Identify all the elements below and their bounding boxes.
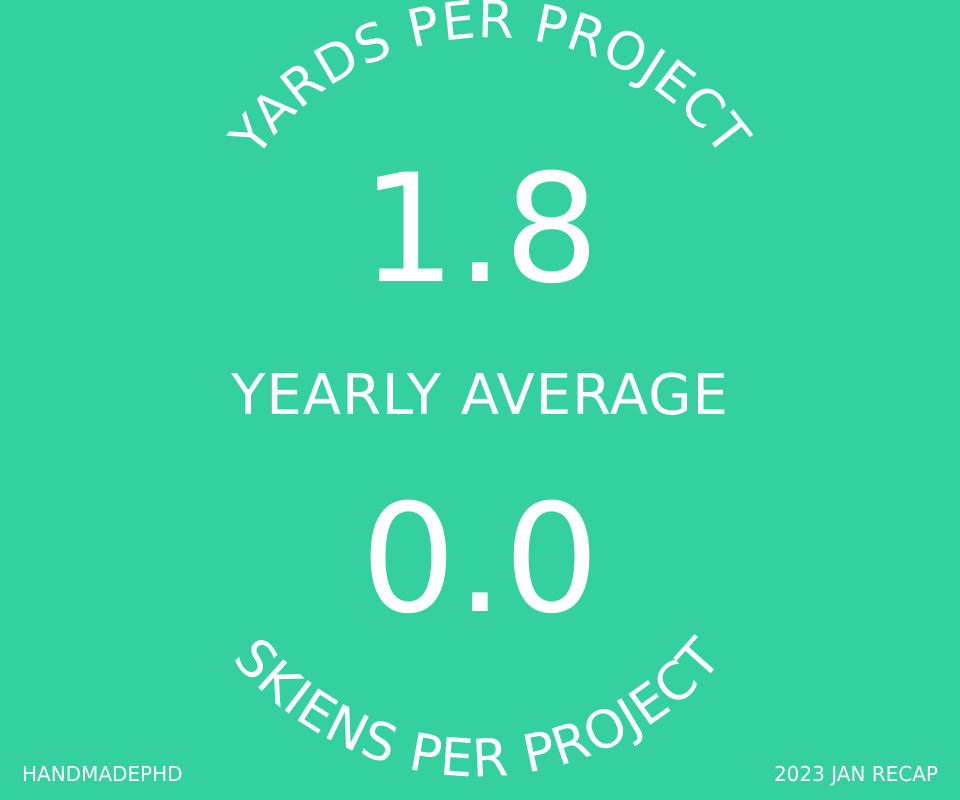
skeins-per-project-value: 0.0 xyxy=(360,473,600,647)
yearly-average-label: YEARLY AVERAGE xyxy=(231,363,729,428)
yards-per-project-value: 1.8 xyxy=(360,143,600,317)
brand-label: HANDMADEPHD xyxy=(22,762,183,786)
bottom-arc-label-text: SKIENS PER PROJECT xyxy=(222,627,733,789)
bottom-arc-label: SKIENS PER PROJECT xyxy=(222,627,732,789)
recap-period-label: 2023 JAN RECAP xyxy=(773,762,938,786)
